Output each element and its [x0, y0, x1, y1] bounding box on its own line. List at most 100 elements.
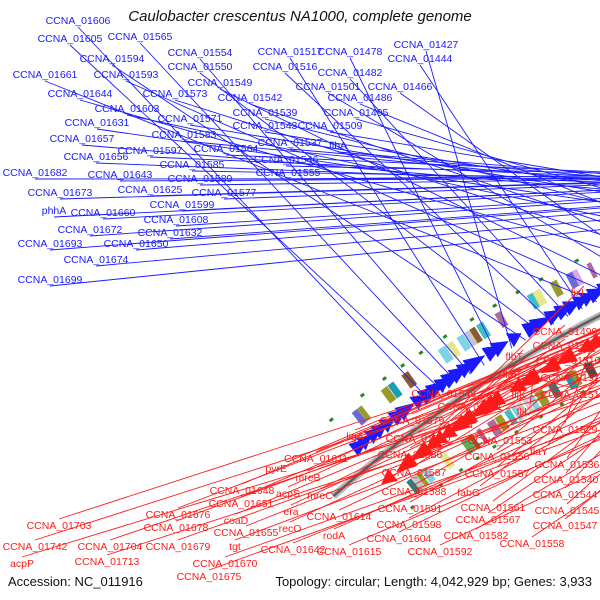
reverse-leader-line: [34, 358, 600, 541]
forward-gene-label: CCNA_01583: [152, 129, 217, 141]
reverse-gene-label: CCNA_01556: [465, 451, 530, 463]
reverse-gene-label: fabG: [457, 487, 480, 499]
reverse-leader-line: [307, 336, 600, 472]
forward-gene-label: CCNA_01661: [13, 69, 78, 81]
reverse-gene-label: coaD: [224, 515, 249, 527]
forward-gene-label: CCNA_01660: [71, 207, 136, 219]
forward-leader-line: [49, 207, 600, 251]
reverse-leader-line: [319, 351, 600, 490]
reverse-leader-line: [479, 392, 600, 487]
reverse-leader-line: [469, 353, 559, 401]
forward-leader-line: [135, 211, 600, 251]
reverse-gene-label: CCNA_01598: [377, 519, 442, 531]
feature-category-block: [387, 381, 403, 399]
forward-gene-label: CCNA_01608: [144, 214, 209, 226]
rna-feature-marker: [458, 467, 464, 473]
forward-gene-arrow: [489, 340, 509, 357]
feature-category-block: [416, 471, 430, 487]
forward-gene-label: CCNA_01631: [65, 117, 130, 129]
forward-gene-label: CCNA_01605: [38, 33, 103, 45]
forward-leader-line: [189, 124, 600, 192]
reverse-gene-label: CCNA_01545: [535, 505, 600, 517]
reverse-leader-line: [234, 402, 600, 541]
rna-feature-marker: [328, 417, 334, 423]
forward-gene-label: CCNA_01644: [48, 88, 113, 100]
forward-leader-line: [355, 118, 600, 188]
reverse-gene-label: CCNA_01655: [214, 527, 279, 539]
forward-leader-line: [199, 179, 600, 186]
feature-category-block: [439, 452, 456, 470]
forward-leader-line: [191, 170, 600, 179]
reverse-gene-label: acpP: [10, 558, 34, 570]
feature-category-block: [460, 436, 477, 455]
reverse-gene-label: CCNA_01529: [533, 424, 598, 436]
forward-leader-line: [289, 57, 485, 366]
reverse-gene-label: CCNA_01592: [408, 546, 473, 558]
reverse-leader-line: [409, 394, 600, 503]
reverse-leader-line: [496, 379, 600, 468]
reverse-leader-line: [289, 380, 600, 523]
reverse-leader-line: [292, 420, 600, 544]
forward-leader-line: [175, 198, 600, 227]
forward-leader-line: [249, 103, 600, 222]
forward-gene-label: CCNA_01549: [188, 77, 253, 89]
reverse-leader-line: [566, 410, 600, 459]
forward-leader-line: [139, 42, 458, 384]
reverse-leader-line: [413, 349, 600, 467]
feature-category-block: [549, 279, 564, 298]
reverse-gene-label: CCNA_01553: [468, 435, 533, 447]
forward-leader-line: [349, 57, 499, 358]
feature-category-block: [532, 288, 548, 307]
forward-gene-label: CCNA_01589: [168, 173, 233, 185]
feature-category-block: [463, 328, 480, 347]
feature-category-block: [571, 269, 585, 286]
forward-gene-arrow: [355, 435, 372, 451]
forward-leader-line: [77, 26, 431, 402]
feature-category-block: [494, 414, 510, 432]
rna-feature-marker: [469, 317, 475, 322]
forward-leader-line: [287, 175, 600, 180]
accession-label: Accession: NC_011916: [8, 574, 143, 589]
reverse-gene-label: CCNA_01675: [177, 571, 242, 583]
reverse-leader-line: [487, 436, 600, 514]
forward-leader-line: [102, 191, 600, 220]
forward-gene-arrow: [585, 288, 600, 304]
reverse-gene-label: CCNA_01547: [533, 520, 598, 532]
reverse-gene-label: mreC: [307, 490, 333, 502]
feature-category-block: [420, 466, 436, 484]
reverse-gene-label: CCNA_01557: [465, 468, 530, 480]
backbone-ring-core: [332, 314, 600, 498]
rna-feature-marker: [559, 401, 565, 407]
reverse-gene-label: tgt: [229, 541, 241, 553]
rna-feature-marker: [400, 362, 406, 368]
feature-category-block: [446, 340, 461, 359]
forward-gene-label: CCNA_01495: [324, 107, 389, 119]
reverse-gene-label: fljK: [511, 389, 526, 401]
forward-gene-label: flbA: [329, 140, 347, 152]
rna-feature-marker: [492, 303, 498, 308]
forward-leader-line: [337, 151, 600, 174]
reverse-gene-label: CCNA_01586: [378, 449, 443, 461]
reverse-gene-label: CCNA_01713: [75, 556, 140, 568]
forward-leader-line: [89, 200, 600, 237]
reverse-leader-line: [245, 384, 600, 527]
reverse-gene-label: CCNA_01611: [284, 453, 348, 465]
reverse-gene-label: CCNA_01513: [541, 372, 600, 384]
reverse-leader-line: [58, 343, 600, 520]
reverse-gene-label: CCNA_01580: [386, 433, 451, 445]
rna-feature-marker: [359, 392, 365, 398]
feature-category-block: [456, 333, 472, 352]
reverse-leader-line: [177, 387, 600, 541]
reverse-gene-label: CCNA_01678: [144, 522, 209, 534]
reverse-leader-line: [208, 429, 600, 571]
feature-category-block: [526, 292, 541, 310]
reverse-leader-line: [475, 454, 600, 530]
forward-gene-label: CCNA_01555: [256, 167, 321, 179]
feature-category-block: [583, 361, 599, 380]
forward-leader-line: [349, 78, 569, 317]
forward-gene-label: CCNA_01593: [94, 69, 159, 81]
forward-gene-label: CCNA_01565: [108, 31, 173, 43]
forward-gene-label: CCNA_01632: [138, 227, 203, 239]
forward-gene-label: CCNA_01643: [88, 169, 153, 181]
